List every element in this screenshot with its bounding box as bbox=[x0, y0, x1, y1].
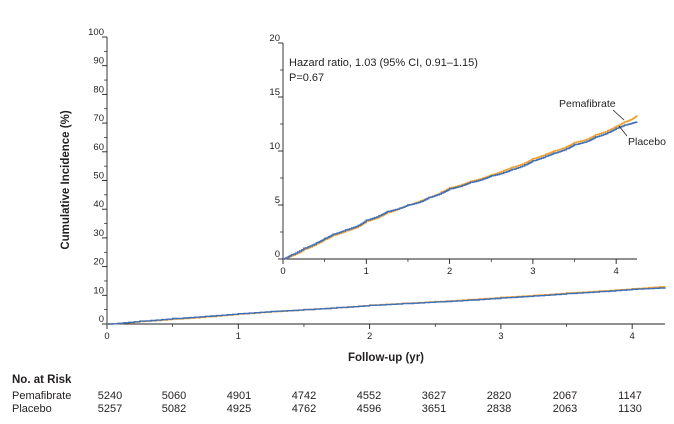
main-y-tick-label: 40 bbox=[93, 199, 104, 210]
risk-cell: 5082 bbox=[161, 403, 187, 415]
risk-cell: 2838 bbox=[486, 403, 512, 415]
risk-cell: 3651 bbox=[421, 403, 447, 415]
main-y-tick-label: 0 bbox=[99, 314, 104, 325]
main-x-tick-label: 2 bbox=[367, 331, 372, 342]
inset-x-tick-label: 0 bbox=[280, 266, 285, 277]
risk-cell: 4552 bbox=[356, 390, 382, 402]
p-value-annotation: P=0.67 bbox=[289, 72, 324, 84]
risk-cell: 4596 bbox=[356, 403, 382, 415]
main-line-placebo bbox=[107, 287, 666, 325]
risk-cell: 1130 bbox=[618, 403, 642, 415]
inset-x-tick-label: 1 bbox=[364, 266, 369, 277]
inset-y-tick-label: 15 bbox=[269, 87, 280, 98]
inset-line-placebo bbox=[283, 121, 638, 260]
placebo-label-leader bbox=[618, 125, 628, 137]
risk-cell: 5060 bbox=[161, 390, 187, 402]
main-y-tick-label: 30 bbox=[93, 228, 104, 239]
risk-row-label: Pemafibrate bbox=[12, 390, 72, 402]
main-x-tick-label: 4 bbox=[630, 331, 635, 342]
risk-row-label: Placebo bbox=[12, 403, 52, 415]
risk-row-pemafibrate: Pemafibrate 5240 5060 4901 4742 4552 3627 2820 2… bbox=[12, 390, 672, 404]
hazard-ratio-annotation: Hazard ratio, 1.03 (95% CI, 0.91–1.15) bbox=[289, 57, 478, 69]
inset-y-tick-label: 0 bbox=[275, 249, 280, 260]
risk-cell: 4762 bbox=[291, 403, 317, 415]
risk-row-placebo: Placebo 5257 5082 4925 4762 4596 3651 2838 2063 1… bbox=[12, 403, 672, 417]
risk-table-title: No. at Risk bbox=[12, 374, 72, 386]
risk-cell: 3627 bbox=[421, 390, 447, 402]
main-plot-series bbox=[107, 286, 666, 325]
main-y-tick-label: 90 bbox=[93, 56, 104, 67]
pemafibrate-label-leader bbox=[612, 109, 625, 121]
risk-cell: 4901 bbox=[226, 390, 252, 402]
main-y-tick-label: 60 bbox=[93, 142, 104, 153]
main-x-tick-label: 1 bbox=[236, 331, 241, 342]
risk-cell: 5240 bbox=[97, 390, 123, 402]
main-x-tick-label: 0 bbox=[104, 331, 109, 342]
inset-x-tick-label: 3 bbox=[530, 266, 535, 277]
inset-y-tick-label: 10 bbox=[269, 141, 280, 152]
risk-cell: 4925 bbox=[226, 403, 252, 415]
chart: 0 10 20 30 40 50 60 70 80 90 100 0 1 2 3 4 0 5 10 15 20 0 1 2 3… bbox=[60, 27, 666, 364]
main-x-tick-label: 3 bbox=[498, 331, 503, 342]
inset-plot-series bbox=[283, 115, 638, 260]
inset-axes: 0 5 10 15 20 0 1 2 3 4 bbox=[269, 33, 637, 277]
main-y-tick-label: 70 bbox=[93, 113, 104, 124]
main-y-tick-label: 20 bbox=[93, 257, 104, 268]
legend-label-pemafibrate: Pemafibrate bbox=[559, 98, 616, 110]
main-y-tick-label: 10 bbox=[93, 285, 104, 296]
risk-cell: 4742 bbox=[291, 390, 317, 402]
legend-label-placebo: Placebo bbox=[628, 136, 666, 148]
main-y-tick-label: 80 bbox=[93, 84, 104, 95]
risk-cell: 2063 bbox=[552, 403, 578, 415]
main-y-tick-label: 50 bbox=[93, 171, 104, 182]
inset-y-tick-label: 20 bbox=[269, 33, 280, 44]
inset-y-tick-label: 5 bbox=[275, 195, 280, 206]
risk-cell: 2820 bbox=[486, 390, 512, 402]
y-axis-label: Cumulative Incidence (%) bbox=[60, 110, 72, 249]
risk-cell: 2067 bbox=[552, 390, 578, 402]
inset-x-tick-label: 4 bbox=[614, 266, 619, 277]
main-y-tick-label: 100 bbox=[88, 27, 104, 38]
risk-cell: 5257 bbox=[97, 403, 123, 415]
inset-x-tick-label: 2 bbox=[447, 266, 452, 277]
x-axis-label: Follow-up (yr) bbox=[348, 352, 424, 364]
risk-cell: 1147 bbox=[618, 390, 642, 402]
